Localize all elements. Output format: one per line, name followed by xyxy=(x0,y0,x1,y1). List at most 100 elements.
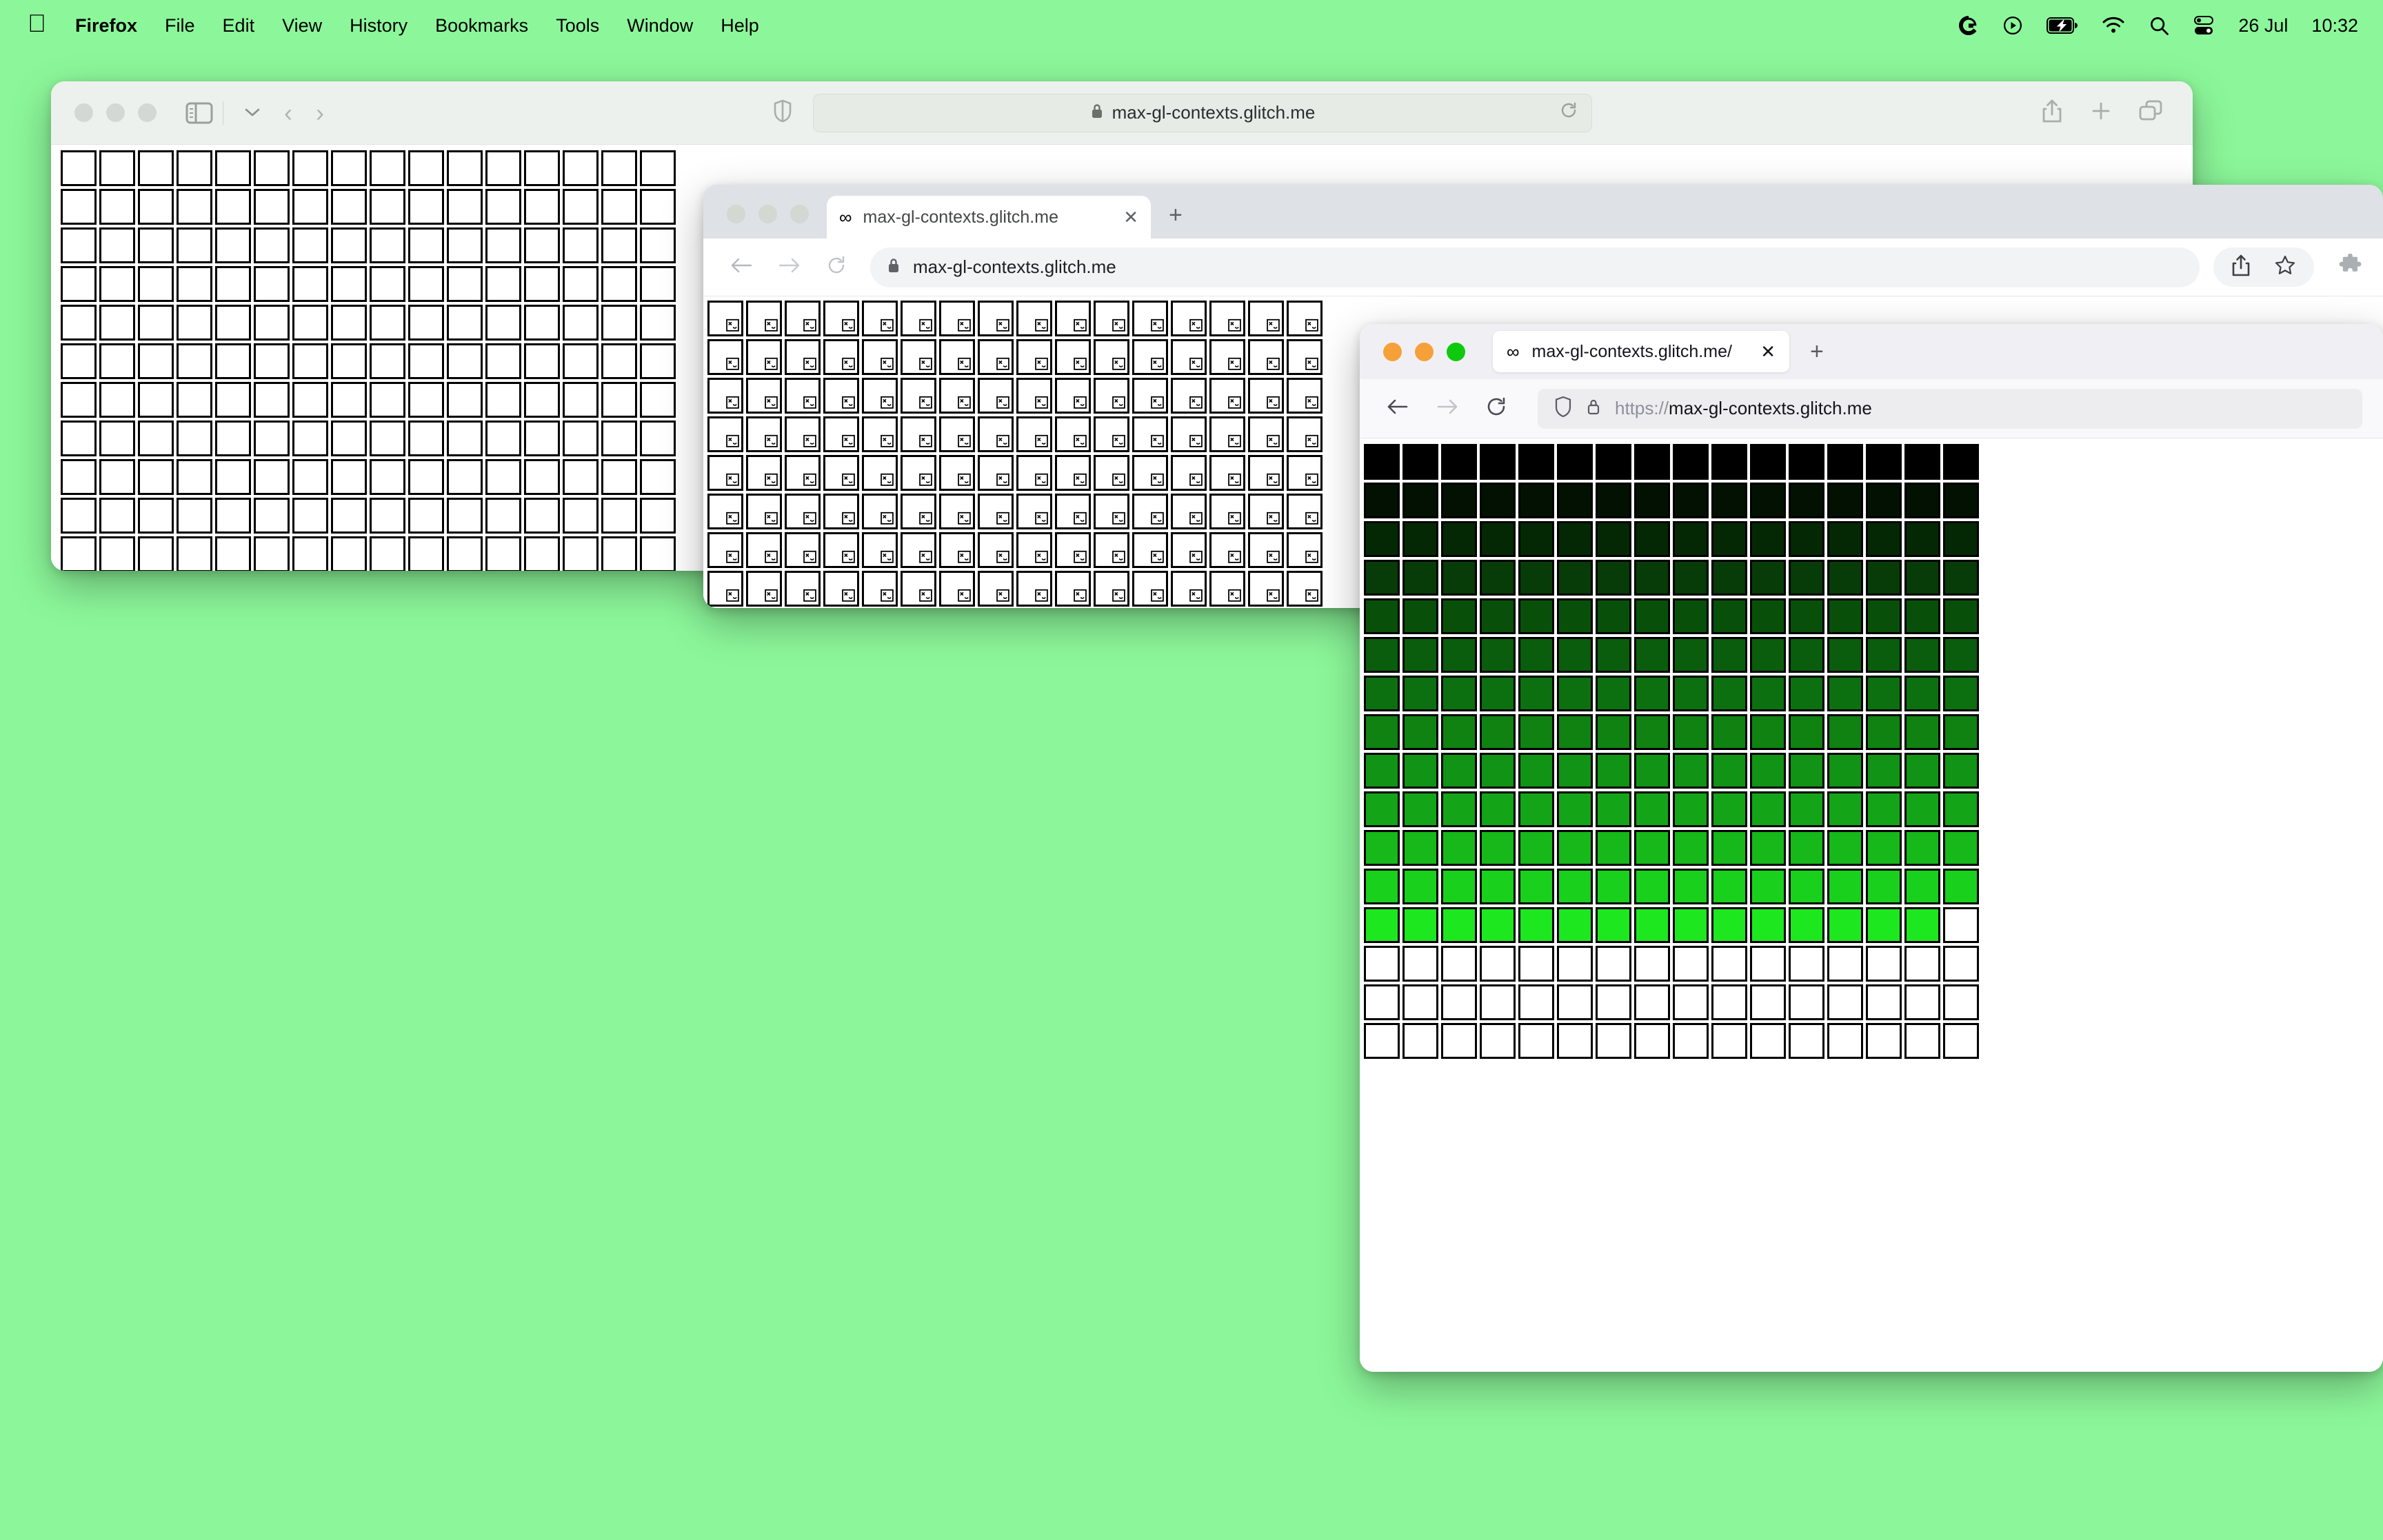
new-tab-button[interactable]: + xyxy=(1169,202,1183,228)
menu-view[interactable]: View xyxy=(263,14,322,36)
new-tab-button[interactable]: + xyxy=(1810,338,1824,365)
grid-cell xyxy=(1557,483,1593,518)
safari-traffic-lights[interactable] xyxy=(51,103,157,122)
grid-cell xyxy=(1711,946,1747,982)
zoom-button[interactable] xyxy=(790,205,809,223)
grid-cell xyxy=(1480,444,1516,480)
grid-cell xyxy=(370,459,405,495)
lock-icon[interactable] xyxy=(1586,397,1601,420)
grid-cell xyxy=(1518,598,1554,634)
firefox-traffic-lights[interactable] xyxy=(1380,342,1465,361)
back-button[interactable] xyxy=(1386,397,1409,420)
grid-cell xyxy=(1287,339,1323,375)
menu-firefox[interactable]: Firefox xyxy=(57,14,137,36)
grid-cell xyxy=(1287,532,1323,568)
tracking-shield-icon[interactable] xyxy=(1554,396,1572,421)
grid-cell xyxy=(939,455,975,491)
menu-bar-date[interactable]: 26 Jul xyxy=(2238,14,2289,36)
grid-cell xyxy=(292,305,328,341)
grid-cell xyxy=(1480,637,1516,673)
grid-cell xyxy=(1904,984,1940,1020)
grid-cell xyxy=(138,498,174,534)
forward-button[interactable]: › xyxy=(316,98,324,127)
menu-history[interactable]: History xyxy=(331,14,408,36)
grid-cell xyxy=(1094,455,1129,491)
grid-cell xyxy=(447,536,483,571)
grid-cell xyxy=(447,498,483,534)
reload-button[interactable] xyxy=(1485,396,1507,421)
grid-cell xyxy=(1171,455,1207,491)
grid-cell xyxy=(1750,984,1786,1020)
share-icon[interactable] xyxy=(2231,254,2251,280)
grid-cell xyxy=(1634,830,1670,866)
safari-url-bar[interactable]: max-gl-contexts.glitch.me xyxy=(813,93,1592,132)
firefox-tab[interactable]: ∞ max-gl-contexts.glitch.me/ ✕ xyxy=(1493,331,1789,372)
chrome-traffic-lights[interactable] xyxy=(724,205,809,239)
reload-button[interactable] xyxy=(1560,101,1578,124)
minimize-button[interactable] xyxy=(1415,342,1434,361)
forward-button[interactable] xyxy=(778,256,801,278)
menu-bar-clock[interactable]: 10:32 xyxy=(2311,14,2358,36)
back-button[interactable] xyxy=(730,256,753,278)
grid-cell xyxy=(1750,946,1786,982)
chrome-url-bar[interactable]: max-gl-contexts.glitch.me xyxy=(870,247,2200,287)
apple-logo-icon[interactable]:  xyxy=(21,11,61,40)
extensions-puzzle-icon[interactable] xyxy=(2321,253,2362,281)
grid-cell xyxy=(1596,984,1631,1020)
new-tab-icon[interactable] xyxy=(2091,101,2111,125)
menu-bookmarks[interactable]: Bookmarks xyxy=(416,14,528,36)
menu-tools[interactable]: Tools xyxy=(537,14,599,36)
zoom-button[interactable] xyxy=(138,103,157,122)
minimize-button[interactable] xyxy=(758,205,777,223)
grammarly-icon[interactable] xyxy=(1958,15,1979,36)
grid-cell xyxy=(61,459,97,495)
menu-help[interactable]: Help xyxy=(702,14,759,36)
grid-cell xyxy=(292,343,328,379)
close-button[interactable] xyxy=(74,103,93,122)
battery-charging-icon[interactable] xyxy=(2047,17,2078,34)
grid-cell xyxy=(1866,946,1902,982)
grid-cell xyxy=(1480,753,1516,789)
grid-cell xyxy=(1055,532,1091,568)
chrome-tab[interactable]: ∞ max-gl-contexts.glitch.me ✕ xyxy=(827,196,1151,239)
grid-cell xyxy=(1904,483,1940,518)
bookmark-star-icon[interactable] xyxy=(2274,254,2296,280)
grid-cell xyxy=(215,459,251,495)
close-icon[interactable]: ✕ xyxy=(1123,206,1138,227)
grid-cell xyxy=(1518,676,1554,711)
forward-button[interactable] xyxy=(1436,397,1459,420)
grid-cell xyxy=(1364,637,1400,673)
close-button[interactable] xyxy=(1383,342,1402,361)
play-circle-icon[interactable] xyxy=(2002,15,2023,36)
menu-file[interactable]: File xyxy=(146,14,195,36)
share-icon[interactable] xyxy=(2041,99,2063,127)
grid-cell xyxy=(1750,869,1786,904)
menu-window[interactable]: Window xyxy=(608,14,693,36)
privacy-shield-icon[interactable] xyxy=(773,99,792,126)
chevron-down-icon[interactable] xyxy=(244,104,261,122)
firefox-window[interactable]: ∞ max-gl-contexts.glitch.me/ ✕ + http xyxy=(1360,324,2383,1372)
close-button[interactable] xyxy=(727,205,745,223)
grid-cell xyxy=(1750,1023,1786,1059)
wifi-icon[interactable] xyxy=(2102,17,2125,34)
close-icon[interactable]: ✕ xyxy=(1760,341,1776,362)
grid-cell xyxy=(1789,444,1824,480)
sidebar-icon[interactable] xyxy=(185,101,213,125)
reload-button[interactable] xyxy=(826,255,847,279)
grid-cell xyxy=(601,421,637,456)
grid-cell xyxy=(1441,521,1477,557)
grid-cell xyxy=(1634,521,1670,557)
grid-cell xyxy=(601,459,637,495)
back-button[interactable]: ‹ xyxy=(284,98,292,127)
firefox-url-bar[interactable]: https://max-gl-contexts.glitch.me xyxy=(1538,388,2362,429)
control-center-icon[interactable] xyxy=(2193,15,2215,36)
zoom-button[interactable] xyxy=(1447,342,1465,361)
grid-cell xyxy=(447,305,483,341)
grid-cell xyxy=(1596,791,1631,827)
grid-cell xyxy=(1209,494,1245,529)
minimize-button[interactable] xyxy=(106,103,125,122)
spotlight-search-icon[interactable] xyxy=(2149,15,2169,36)
tab-overview-icon[interactable] xyxy=(2139,100,2162,125)
safari-url-text: max-gl-contexts.glitch.me xyxy=(1112,102,1316,123)
menu-edit[interactable]: Edit xyxy=(203,14,255,36)
